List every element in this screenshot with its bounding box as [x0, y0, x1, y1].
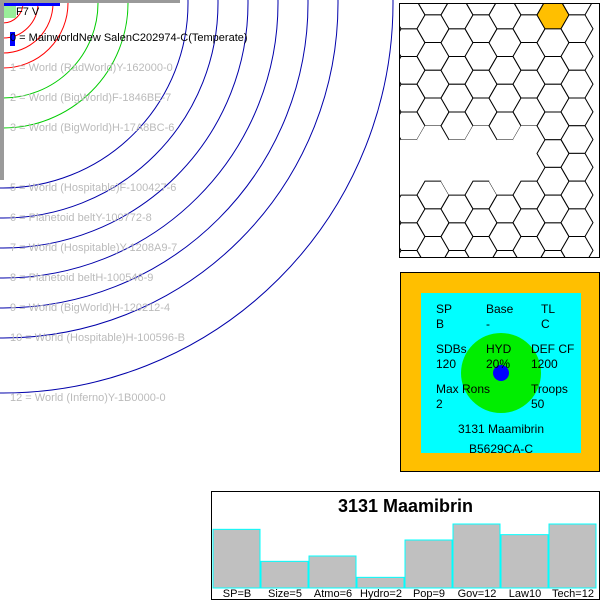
stats-bars: [212, 523, 597, 589]
world-info-panel: SP B Base - TL C SDBs 120 HYD 20% DEF CF…: [400, 272, 600, 472]
hex-cell[interactable]: [489, 167, 521, 196]
base-label: Base: [486, 302, 514, 316]
orbit-label[interactable]: 8 = Planetoid beltH-100546-9: [10, 272, 154, 284]
orbit-label[interactable]: 2 = World (BigWorld)F-1846BE-7: [10, 92, 172, 104]
left-frame-bar: [0, 0, 4, 180]
troops-label: Troops: [531, 382, 568, 396]
star-type-label: F7 V: [16, 6, 40, 18]
sdbs-value: 120: [436, 357, 457, 371]
sdbs-label: SDBs: [436, 342, 467, 356]
def-value: 1200: [531, 357, 558, 371]
stat-bar: [212, 528, 261, 589]
max-rons-value: 2: [436, 397, 443, 411]
stat-bar: [308, 555, 357, 589]
hex-cell[interactable]: [441, 139, 473, 168]
sp-value: B: [436, 317, 445, 331]
orbit-ring: [0, 0, 249, 249]
hex-cell[interactable]: [560, 236, 594, 258]
stat-bar: [548, 523, 597, 589]
orbit-label[interactable]: 12 = World (Inferno)Y-1B0000-0: [10, 392, 166, 404]
hex-map-panel: [399, 3, 600, 258]
hex-map: [400, 4, 594, 258]
hex-cell[interactable]: [417, 153, 449, 182]
hyd-label: HYD: [486, 342, 512, 356]
world-uwp: B5629CA-C: [468, 442, 534, 453]
orbit-ring: [0, 0, 189, 189]
world-info-card: SP B Base - TL C SDBs 120 HYD 20% DEF CF…: [421, 293, 581, 453]
hex-cell[interactable]: [465, 125, 497, 154]
stat-bar: [500, 534, 549, 589]
hex-cell[interactable]: [513, 153, 545, 182]
star-accent-bar: [4, 3, 60, 6]
orbit-label[interactable]: 0 = MainworldNew SalenC202974-C(Temperat…: [10, 32, 248, 44]
hyd-value: 20%: [486, 357, 511, 371]
orbit-label[interactable]: 10 = World (Hospitable)H-100596-B: [10, 332, 185, 344]
stat-bar: [404, 539, 453, 589]
orbit-label[interactable]: 9 = World (BigWorld)H-120212-4: [10, 302, 171, 314]
mainworld-marker-icon: [10, 32, 15, 46]
max-rons-label: Max Rons: [436, 382, 491, 396]
star-icon: [4, 6, 16, 18]
bar-category-label: Gov=12: [457, 588, 497, 600]
hex-cell[interactable]: [489, 139, 521, 168]
hex-cell[interactable]: [513, 125, 545, 154]
stat-bar: [452, 523, 501, 589]
bar-category-label: Atmo=6: [313, 588, 353, 600]
bar-category-label: Law10: [508, 588, 542, 600]
orbit-ring: [0, 0, 279, 279]
orbit-ring: [0, 0, 219, 219]
bar-category-label: Tech=12: [552, 588, 594, 600]
world-dot-icon: [493, 365, 509, 381]
hex-cell[interactable]: [417, 125, 449, 154]
hex-cell[interactable]: [441, 167, 473, 196]
bar-category-label: Hydro=2: [360, 588, 402, 600]
orbit-ring: [0, 0, 339, 339]
tl-label: TL: [541, 302, 556, 316]
hex-cell[interactable]: [400, 167, 425, 196]
troops-value: 50: [531, 397, 545, 411]
chart-title: 3131 Maamibrin: [337, 496, 474, 516]
bar-category-label: Pop=9: [412, 588, 446, 600]
world-stats-chart: 3131 Maamibrin SP=B Size=5 Atmo=6 Hydro=2 Po…: [211, 491, 600, 600]
orbit-label[interactable]: 3 = World (BigWorld)H-17A8BC-6: [10, 122, 175, 134]
bar-category-label: SP=B: [222, 588, 252, 600]
base-value: -: [486, 317, 490, 331]
orbit-label[interactable]: 1 = World (RadWorld)Y-162000-0: [10, 62, 173, 74]
tl-value: C: [541, 317, 550, 331]
world-graphic: [461, 333, 541, 413]
def-label: DEF CF: [531, 342, 575, 356]
top-frame-bar: [0, 0, 180, 3]
orbit-ring: [0, 0, 394, 394]
world-name: 3131 Maamibrin: [457, 422, 545, 436]
orbit-ring: [0, 0, 309, 309]
orbit-label[interactable]: 6 = Planetoid beltY-100772-8: [10, 212, 152, 224]
hex-cell[interactable]: [465, 153, 497, 182]
stat-bar: [356, 576, 405, 589]
bar-category-label: Size=5: [268, 588, 302, 600]
hex-cell[interactable]: [400, 139, 425, 168]
orbit-label[interactable]: 7 = World (Hospitable)Y-1208A9-7: [10, 242, 178, 254]
stat-bar: [260, 560, 309, 589]
orbit-label[interactable]: 5 = World (Hospitable)F-100427-6: [10, 182, 177, 194]
sp-label: SP: [436, 302, 453, 316]
